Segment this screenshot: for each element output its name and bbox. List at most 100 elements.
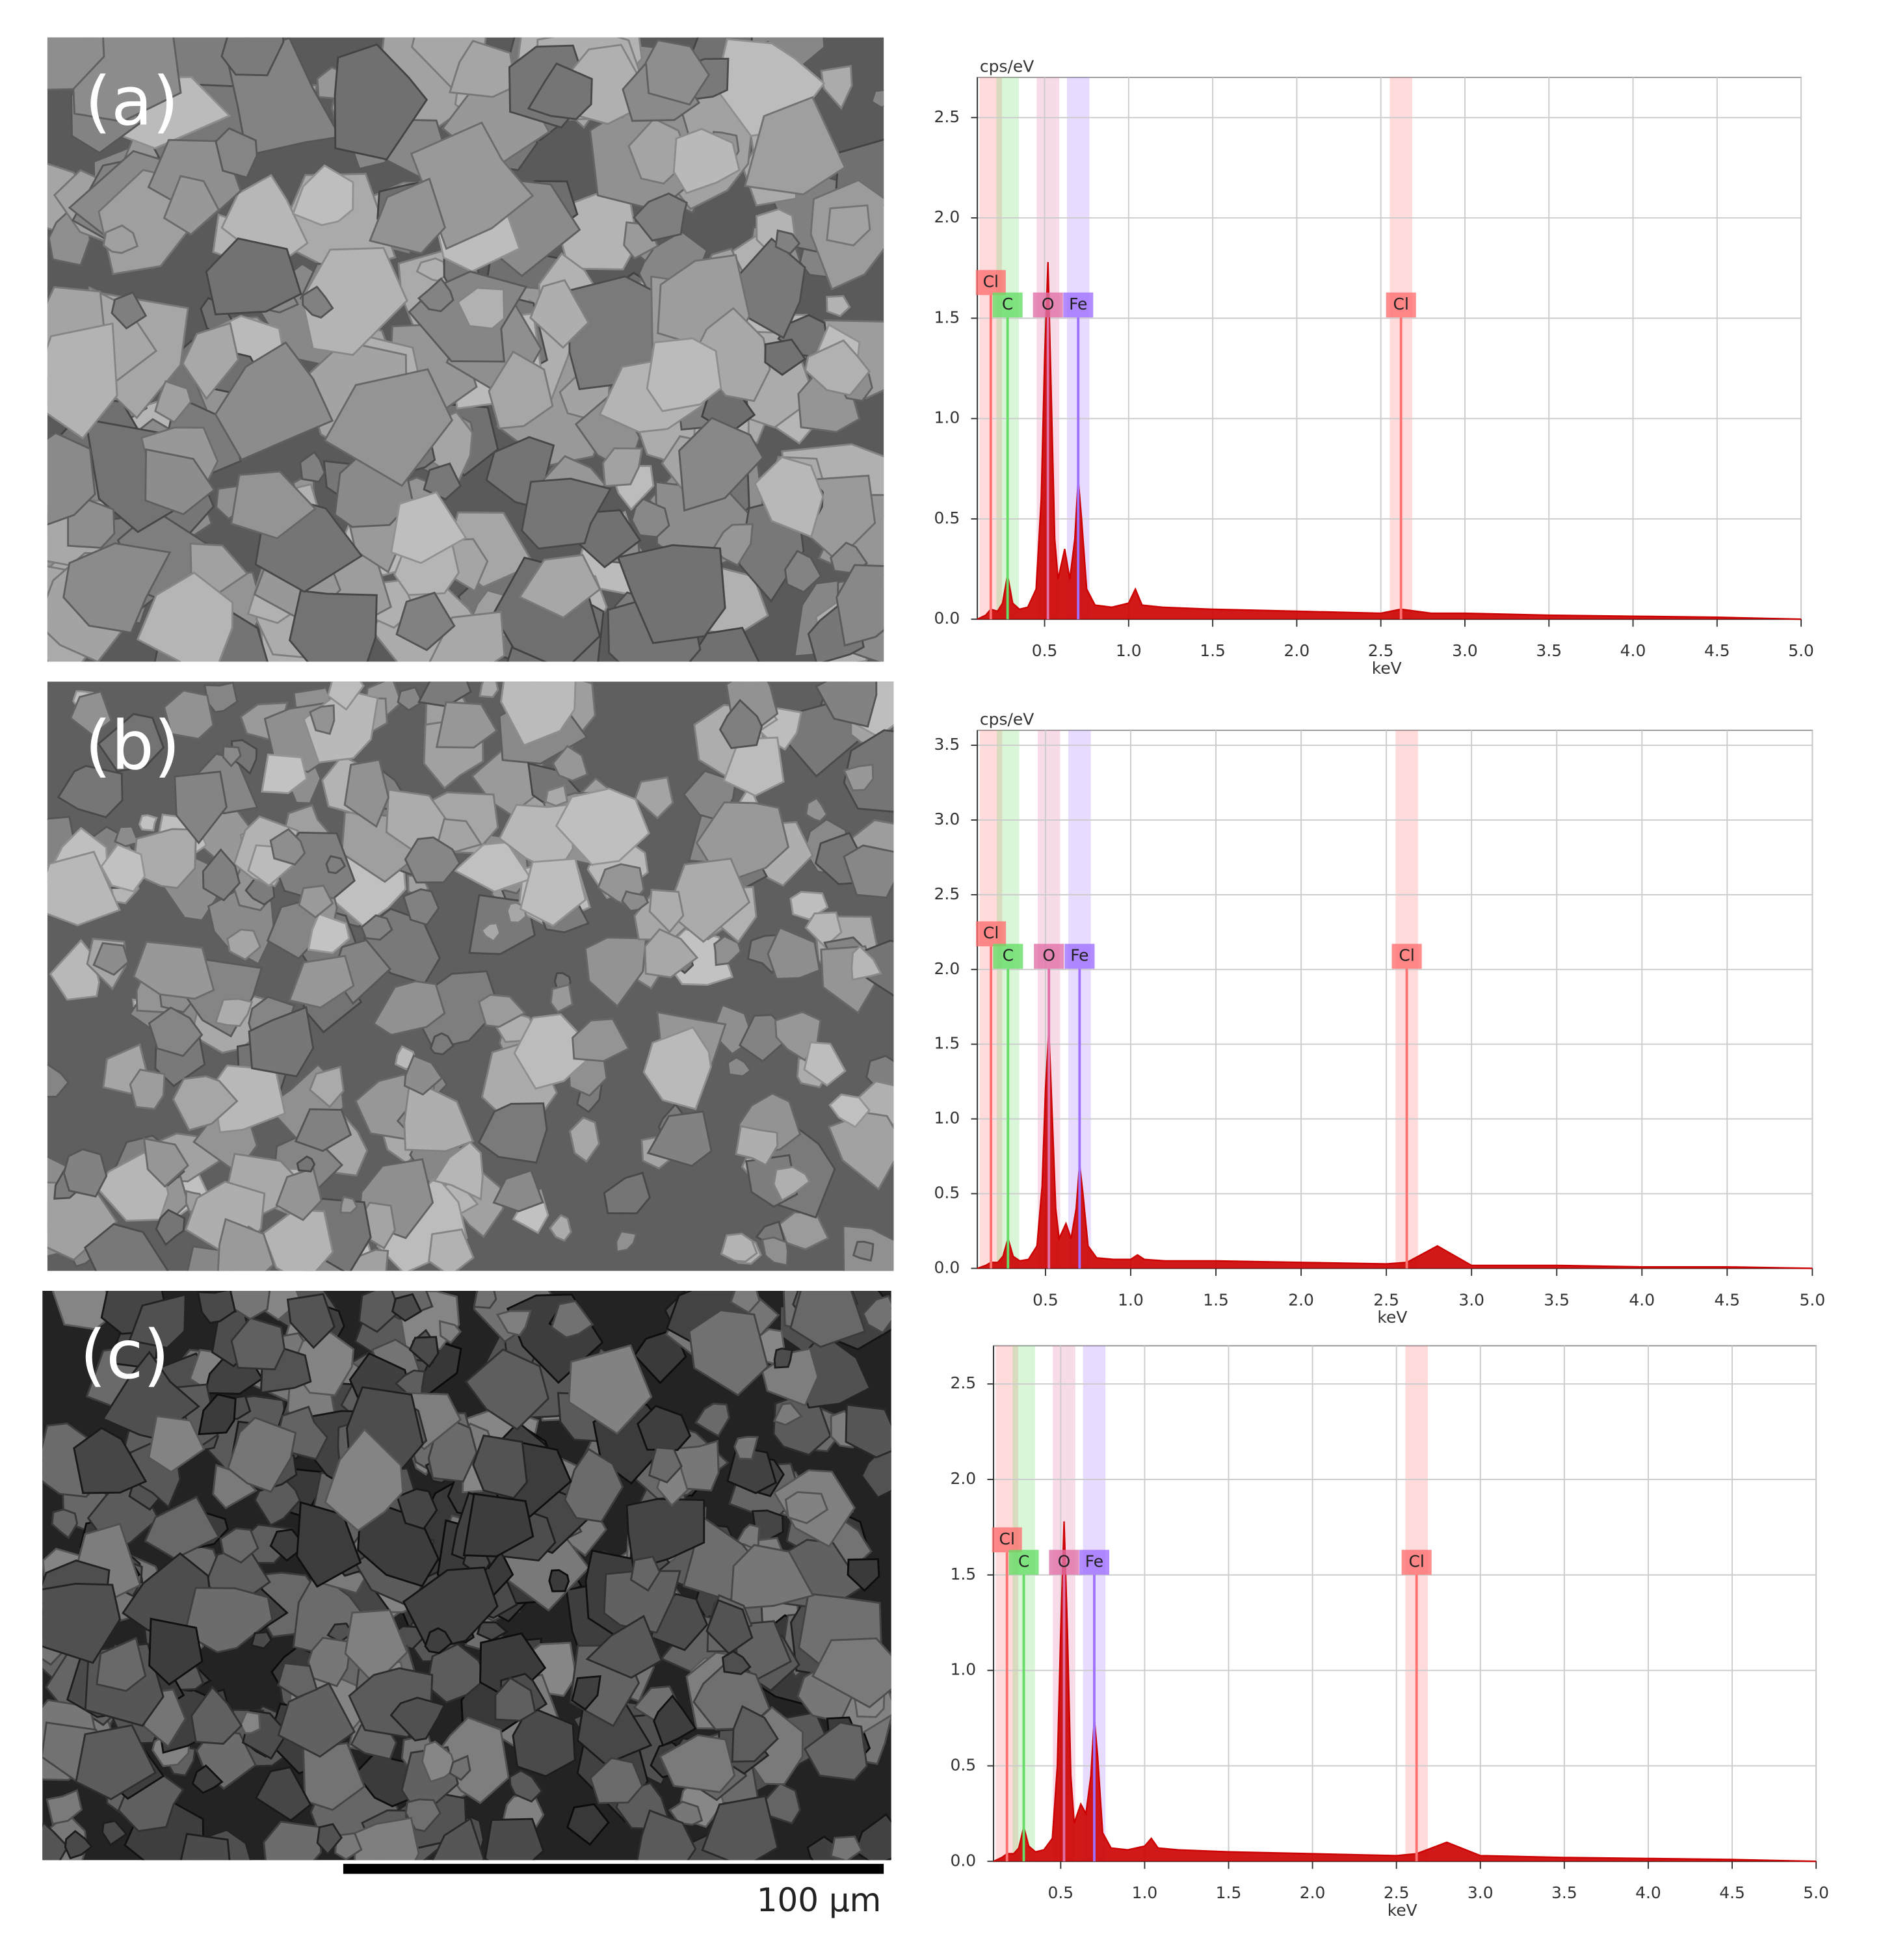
grain — [423, 462, 462, 501]
grain — [744, 96, 847, 196]
sem-image — [47, 37, 884, 662]
grain — [298, 884, 334, 919]
grain — [205, 237, 302, 315]
grain — [492, 1169, 544, 1213]
x-tick-label: 0.5 — [1033, 1290, 1059, 1309]
grain — [75, 1724, 157, 1801]
grain — [477, 994, 527, 1028]
grain — [843, 763, 875, 791]
grain — [631, 497, 670, 538]
grain — [214, 998, 254, 1027]
grain — [343, 758, 389, 828]
grain — [549, 983, 573, 1014]
y-tick-label: 2.5 — [934, 884, 960, 903]
grain — [220, 37, 285, 77]
grain — [219, 1527, 259, 1564]
x-tick-label: 3.0 — [1458, 1290, 1484, 1309]
grain — [434, 1716, 510, 1805]
grain — [426, 1643, 488, 1704]
grain — [227, 1416, 297, 1493]
element-label: Cl — [1399, 946, 1414, 965]
panel-label: (b) — [85, 707, 181, 785]
grain — [190, 1686, 243, 1745]
grain — [325, 854, 347, 875]
grain — [163, 689, 215, 740]
y-tick-label: 2.5 — [934, 107, 960, 126]
grain — [488, 350, 554, 430]
grain — [403, 1085, 475, 1152]
grain — [395, 591, 456, 652]
grain — [428, 1228, 475, 1271]
grain — [644, 928, 699, 979]
grain — [477, 1102, 548, 1164]
grain — [429, 1032, 454, 1055]
grain — [730, 1544, 815, 1610]
grain — [568, 1344, 653, 1435]
grain — [512, 1705, 576, 1777]
grain — [730, 1291, 761, 1314]
grain — [431, 1817, 485, 1861]
x-tick-label: 2.0 — [1288, 1290, 1314, 1309]
y-tick-label: 1.5 — [934, 1034, 960, 1053]
grain — [764, 338, 807, 377]
element-label: Fe — [1069, 295, 1087, 313]
element-label: Cl — [1409, 1552, 1425, 1570]
element-label-box — [1079, 1550, 1110, 1575]
grain — [309, 704, 336, 735]
element-label: Fe — [1070, 946, 1088, 965]
element-label: O — [1042, 946, 1055, 965]
grain — [642, 1026, 712, 1111]
grain — [721, 1650, 752, 1675]
grain — [830, 1835, 863, 1861]
grain — [648, 888, 685, 934]
grain — [46, 1789, 83, 1825]
grain — [408, 1336, 440, 1368]
y-tick-label: 0.5 — [934, 509, 960, 527]
grain — [549, 1213, 572, 1242]
grain — [296, 1501, 362, 1588]
x-tick-label: 5.0 — [1788, 641, 1814, 660]
grain — [811, 1637, 891, 1708]
grain — [148, 1006, 204, 1057]
grain — [735, 1125, 779, 1167]
grain — [826, 295, 851, 317]
grain — [666, 857, 751, 943]
element-label-box — [992, 1527, 1022, 1553]
grain — [299, 451, 326, 483]
grain — [307, 1636, 352, 1688]
grain — [773, 1347, 793, 1369]
x-tick-label: 1.0 — [1116, 641, 1142, 660]
grain — [47, 322, 118, 440]
grain — [625, 1498, 705, 1571]
grain — [203, 682, 239, 713]
grain — [464, 1348, 549, 1431]
grain — [148, 1617, 204, 1686]
grain — [179, 1833, 231, 1861]
grain — [548, 1569, 570, 1593]
grain — [784, 1490, 829, 1524]
grain — [805, 797, 828, 823]
grain — [417, 277, 454, 313]
grain — [854, 1813, 891, 1861]
element-label-box — [1049, 1550, 1079, 1575]
grain — [438, 1319, 462, 1344]
grain — [521, 477, 612, 550]
grain — [102, 224, 139, 254]
element-label: Cl — [999, 1530, 1015, 1548]
x-tick-label: 3.5 — [1536, 641, 1562, 660]
grain — [222, 745, 242, 768]
grain — [51, 1291, 116, 1331]
grain — [767, 926, 821, 980]
grain — [51, 1508, 79, 1540]
grain — [142, 1137, 189, 1188]
y-tick-label: 3.5 — [934, 735, 960, 754]
grain — [789, 1291, 867, 1348]
element-label: O — [1058, 1552, 1071, 1570]
grain — [637, 1405, 692, 1451]
grain — [202, 848, 241, 902]
grain — [96, 1636, 147, 1692]
grain — [214, 341, 334, 461]
grain — [659, 1734, 736, 1794]
y-axis-label: cps/eV — [980, 710, 1034, 729]
